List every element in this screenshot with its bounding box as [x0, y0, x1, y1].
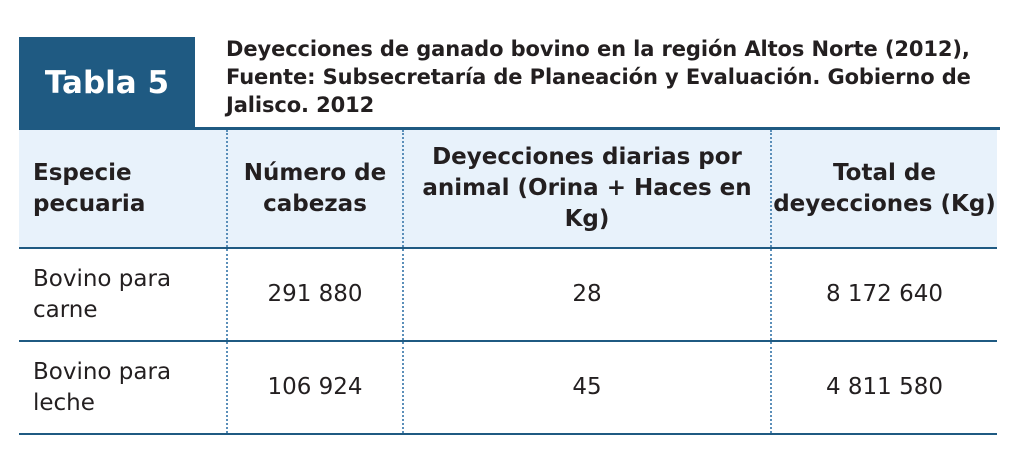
data-table: Especie pecuaria Número de cabezas Deyec…: [19, 130, 997, 435]
table-header-row: Especie pecuaria Número de cabezas Deyec…: [19, 130, 997, 249]
table-number-label: Tabla 5: [44, 65, 170, 101]
cell-total-manure: 8 172 640: [770, 248, 997, 342]
cell-total-manure: 4 811 580: [770, 341, 997, 435]
column-header-species: Especie pecuaria: [19, 130, 227, 249]
cell-species: Bovino para carne: [19, 248, 227, 342]
cell-species: Bovino para leche: [19, 341, 227, 435]
table-row: Bovino para leche 106 924 45 4 811 580: [19, 341, 997, 435]
cell-daily-manure: 28: [402, 248, 771, 342]
column-header-daily-manure: Deyecciones diarias por animal (Orina + …: [402, 130, 771, 249]
header-rule: [19, 127, 1000, 130]
cell-head-count: 106 924: [226, 341, 403, 435]
cell-daily-manure: 45: [402, 341, 771, 435]
column-header-head-count: Número de cabezas: [226, 130, 403, 249]
cell-head-count: 291 880: [226, 248, 403, 342]
table-number-badge: Tabla 5: [19, 37, 195, 129]
column-header-total-manure: Total de deyecciones (Kg): [770, 130, 997, 249]
table-row: Bovino para carne 291 880 28 8 172 640: [19, 248, 997, 342]
table-caption: Deyecciones de ganado bovino en la regió…: [226, 37, 971, 117]
